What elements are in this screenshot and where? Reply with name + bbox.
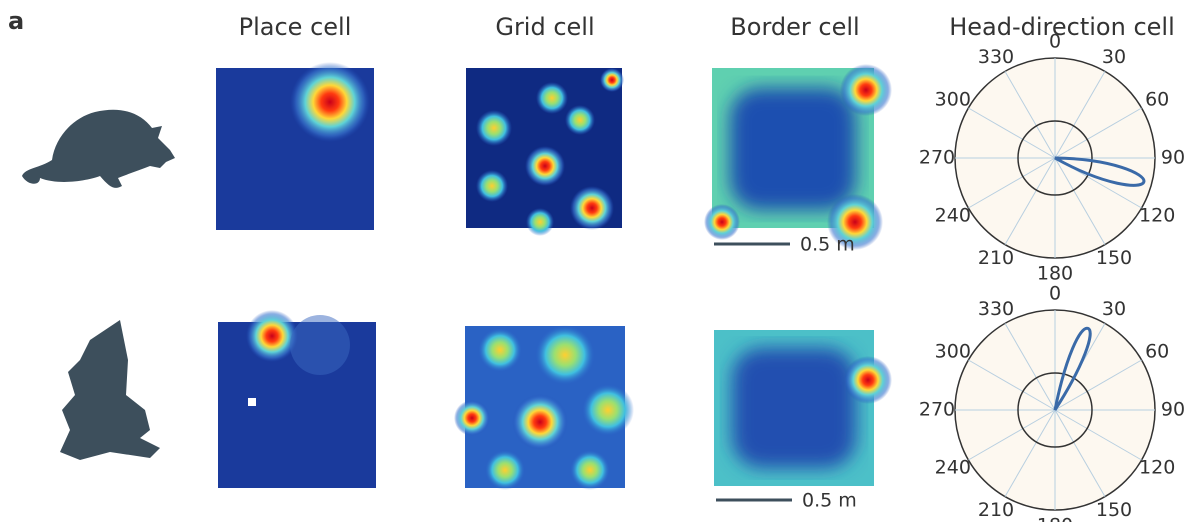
angle-label: 90 (1161, 399, 1185, 421)
angle-label: 180 (1037, 263, 1073, 285)
angle-label: 90 (1161, 147, 1185, 169)
angle-label: 30 (1102, 298, 1126, 320)
column-title: Grid cell (495, 13, 594, 41)
figure: a Place cell Grid cell Border cell Head-… (0, 0, 1197, 522)
angle-label: 330 (978, 298, 1014, 320)
angle-label: 330 (978, 46, 1014, 68)
angle-label: 60 (1145, 89, 1169, 111)
panel-label: a (8, 7, 24, 35)
angle-label: 120 (1139, 457, 1175, 479)
angle-label: 210 (978, 247, 1014, 269)
place-cell-map (218, 310, 376, 488)
border-cell-map (714, 330, 892, 486)
angle-label: 180 (1037, 515, 1073, 522)
rat-icon (22, 110, 175, 188)
bat-icon (60, 320, 160, 460)
place-cell-map (216, 62, 374, 230)
grid-cell-map (466, 68, 624, 236)
column-title: Place cell (239, 13, 352, 41)
page: a Place cell Grid cell Border cell Head-… (0, 0, 1197, 522)
angle-label: 0 (1049, 31, 1061, 53)
angle-label: 240 (935, 457, 971, 479)
polar-plot: 0 30 60 90 120 150 180 210 240 270 300 330 (919, 283, 1185, 522)
column-title: Border cell (730, 13, 859, 41)
angle-label: 30 (1102, 46, 1126, 68)
border-cell-map (704, 64, 892, 250)
angle-label: 120 (1139, 205, 1175, 227)
angle-label: 300 (935, 89, 971, 111)
column-title: Head-direction cell (949, 13, 1175, 41)
scale-bar-label: 0.5 m (800, 234, 855, 256)
angle-label: 60 (1145, 341, 1169, 363)
angle-label: 270 (919, 399, 955, 421)
grid-cell-map (454, 325, 634, 490)
polar-plot: 0 30 60 90 120 150 180 210 240 270 300 330 (919, 31, 1185, 285)
scale-bar-label: 0.5 m (802, 490, 857, 512)
angle-label: 270 (919, 147, 955, 169)
angle-label: 240 (935, 205, 971, 227)
angle-label: 300 (935, 341, 971, 363)
angle-label: 150 (1096, 499, 1132, 521)
angle-label: 150 (1096, 247, 1132, 269)
angle-label: 210 (978, 499, 1014, 521)
angle-label: 0 (1049, 283, 1061, 305)
